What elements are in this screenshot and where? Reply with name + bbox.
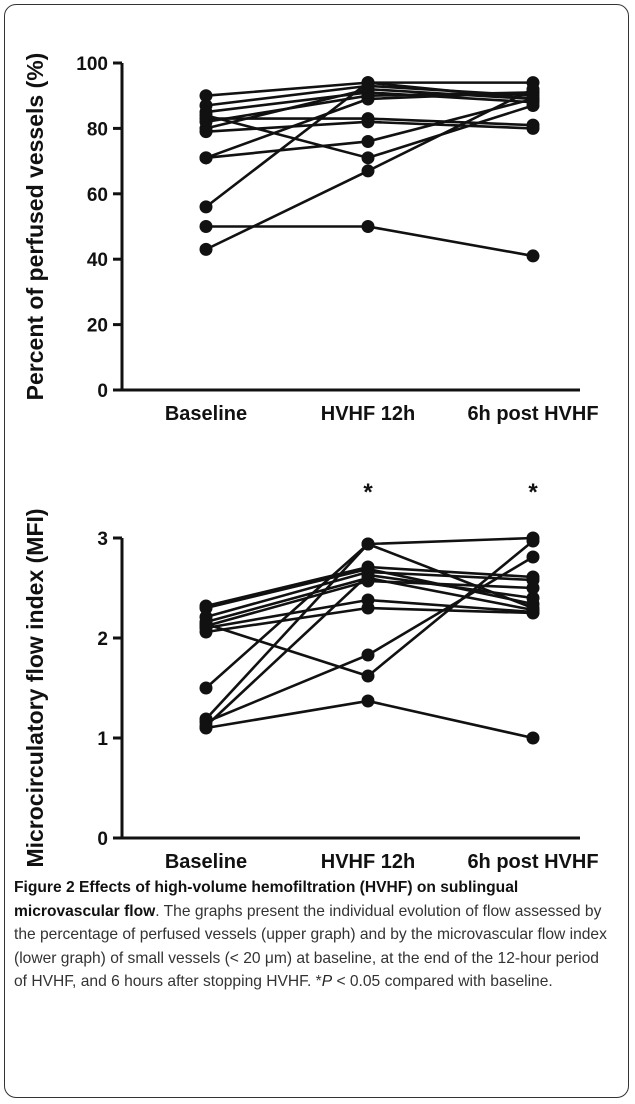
- data-point: [361, 694, 375, 708]
- y-tick-label: 0: [97, 381, 108, 402]
- y-axis-title: Percent of perfused vessels (%): [22, 53, 48, 401]
- y-tick-label: 0: [97, 829, 108, 850]
- y-tick-label: 60: [87, 185, 108, 206]
- data-point: [361, 76, 375, 90]
- data-point: [199, 242, 213, 256]
- data-point: [361, 220, 375, 233]
- data-point: [199, 601, 213, 615]
- significance-marker: *: [528, 479, 538, 506]
- y-tick-label: 20: [87, 316, 108, 337]
- data-point: [526, 121, 540, 135]
- data-point: [361, 537, 375, 551]
- data-point: [361, 92, 375, 106]
- x-category-label: Baseline: [165, 403, 247, 425]
- data-point: [526, 581, 540, 595]
- data-point: [199, 108, 213, 122]
- y-tick-label: 80: [87, 119, 108, 140]
- data-point: [199, 617, 213, 631]
- data-point: [361, 601, 375, 615]
- y-tick-label: 40: [87, 250, 108, 271]
- x-category-label: Baseline: [165, 851, 247, 873]
- data-point: [526, 99, 540, 113]
- lower-chart-mfi: 0 1 2 3 Microcirculatory flow index (MFI) Bas…: [22, 479, 599, 873]
- data-point: [361, 164, 375, 178]
- data-point: [199, 125, 213, 139]
- data-point: [199, 200, 213, 214]
- data-point: [361, 134, 375, 148]
- data-point: [361, 669, 375, 683]
- data-point: [526, 731, 540, 745]
- data-point: [526, 550, 540, 564]
- data-point: [199, 220, 213, 233]
- upper-chart-perfused-vessels: 0 20 40 60 80 100 Percent of perfused vessels …: [22, 53, 599, 425]
- caption-p-symbol: P: [321, 973, 333, 990]
- data-point: [199, 89, 213, 103]
- data-point: [526, 249, 540, 263]
- y-tick-label: 1: [97, 729, 108, 750]
- data-point: [361, 648, 375, 662]
- data-point: [361, 151, 375, 165]
- x-category-label: HVHF 12h: [321, 851, 415, 873]
- data-point: [199, 721, 213, 735]
- data-point: [526, 601, 540, 615]
- caption-body-end: < 0.05 compared with baseline.: [332, 973, 553, 990]
- y-tick-label: 3: [97, 529, 108, 550]
- data-point: [361, 568, 375, 582]
- figure-frame: [4, 4, 629, 1098]
- x-category-label: 6h post HVHF: [467, 851, 598, 873]
- y-axis-title: Microcirculatory flow index (MFI): [22, 508, 48, 867]
- data-point: [199, 151, 213, 165]
- data-point: [526, 531, 540, 545]
- y-tick-label: 2: [97, 629, 108, 650]
- significance-marker: *: [363, 479, 373, 506]
- caption-title: Figure 2 Effects of high-volume hemofilt…: [14, 879, 519, 920]
- data-point: [526, 82, 540, 96]
- data-point: [199, 681, 213, 695]
- x-category-label: 6h post HVHF: [467, 403, 598, 425]
- data-point: [526, 591, 540, 605]
- caption-body: . The graphs present the individual evol…: [14, 902, 607, 991]
- y-tick-label: 100: [76, 54, 108, 75]
- x-category-label: HVHF 12h: [321, 403, 415, 425]
- data-point: [361, 115, 375, 129]
- figure-caption: Figure 2 Effects of high-volume hemofilt…: [14, 876, 614, 994]
